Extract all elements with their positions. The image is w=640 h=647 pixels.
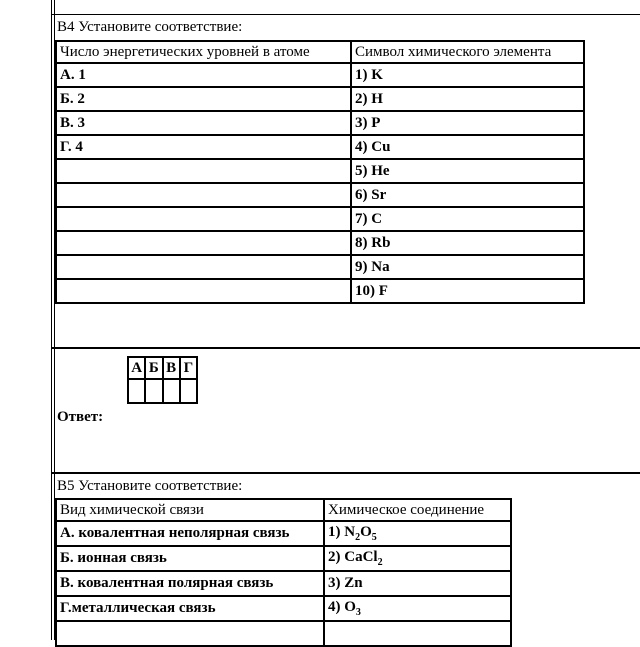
right-cell: 1) N2O5 [323,520,512,547]
row [55,620,512,647]
left-cell [55,620,325,647]
header-row: Вид химической связи Химическое соединени… [55,498,512,522]
left-cell [55,182,352,208]
row: 8) Rb [55,230,585,256]
row: В. ковалентная полярная связь 3) Zn [55,570,512,597]
right-cell [323,620,512,647]
left-cell [55,230,352,256]
header-cell: Символ химического элемента [350,40,585,64]
answer-cell [144,378,164,404]
formula-text: O [360,524,372,540]
right-cell: 10) F [350,278,585,304]
answer-cell [161,378,181,404]
left-cell: В. ковалентная полярная связь [55,570,325,597]
b4-title: В4 Установите соответствие: [57,19,243,35]
answer-letter: Г [178,356,199,380]
answer-cell [178,378,199,404]
answer-letter: Б [144,356,164,380]
row: Г.металлическая связь 4) O3 [55,595,512,622]
row: А. ковалентная неполярная связь 1) N2O5 [55,520,512,547]
left-cell: В. 3 [55,110,352,136]
right-cell: 4) Cu [350,134,585,160]
right-cell: 3) Zn [323,570,512,597]
answer-letter: В [161,356,181,380]
frame-line [51,0,52,640]
left-cell [55,158,352,184]
answer-cell [126,378,147,404]
frame-line [54,0,55,640]
right-cell: 7) C [350,206,585,232]
answer-letter: А [126,356,147,380]
left-cell [55,206,352,232]
row: 6) Sr [55,182,585,208]
answer-row [126,378,199,404]
formula-text: 3) Zn [328,575,363,591]
row: В. 3 3) P [55,110,585,136]
right-cell: 9) Na [350,254,585,280]
left-cell: А. 1 [55,62,352,88]
header-cell: Вид химической связи [55,498,325,522]
row: 10) F [55,278,585,304]
left-cell: Б. 2 [55,86,352,112]
header-cell: Число энергетических уровней в атоме [55,40,352,64]
left-cell: Б. ионная связь [55,545,325,572]
row: А. 1 1) K [55,62,585,88]
subscript: 2 [377,557,383,568]
header-cell: Химическое соединение [323,498,512,522]
right-cell: 3) P [350,110,585,136]
right-cell: 4) O3 [323,595,512,622]
subscript: 2 [355,532,361,543]
row: Б. ионная связь 2) CaCl2 [55,545,512,572]
right-cell: 2) CaCl2 [323,545,512,572]
row: Б. 2 2) H [55,86,585,112]
b5-title: В5 Установите соответствие: [57,478,243,494]
left-cell: Г. 4 [55,134,352,160]
left-cell [55,278,352,304]
b4-table: Число энергетических уровней в атоме Симв… [55,40,585,304]
left-cell: А. ковалентная неполярная связь [55,520,325,547]
row: Г. 4 4) Cu [55,134,585,160]
left-cell [55,254,352,280]
formula-text: 1) N [328,524,356,540]
answer-label: Ответ: [57,409,104,425]
right-cell: 5) He [350,158,585,184]
divider [52,472,640,474]
frame-line [52,14,640,15]
subscript: 5 [371,532,377,543]
row: 7) C [55,206,585,232]
right-cell: 2) H [350,86,585,112]
formula-text: 2) CaCl [328,549,378,565]
row: 9) Na [55,254,585,280]
b5-table: Вид химической связи Химическое соединени… [55,498,512,647]
row: 5) He [55,158,585,184]
divider [52,347,640,349]
right-cell: 1) K [350,62,585,88]
right-cell: 6) Sr [350,182,585,208]
left-cell: Г.металлическая связь [55,595,325,622]
formula-text: 4) O [328,599,356,615]
header-row: Число энергетических уровней в атоме Симв… [55,40,585,64]
right-cell: 8) Rb [350,230,585,256]
subscript: 3 [355,607,361,618]
